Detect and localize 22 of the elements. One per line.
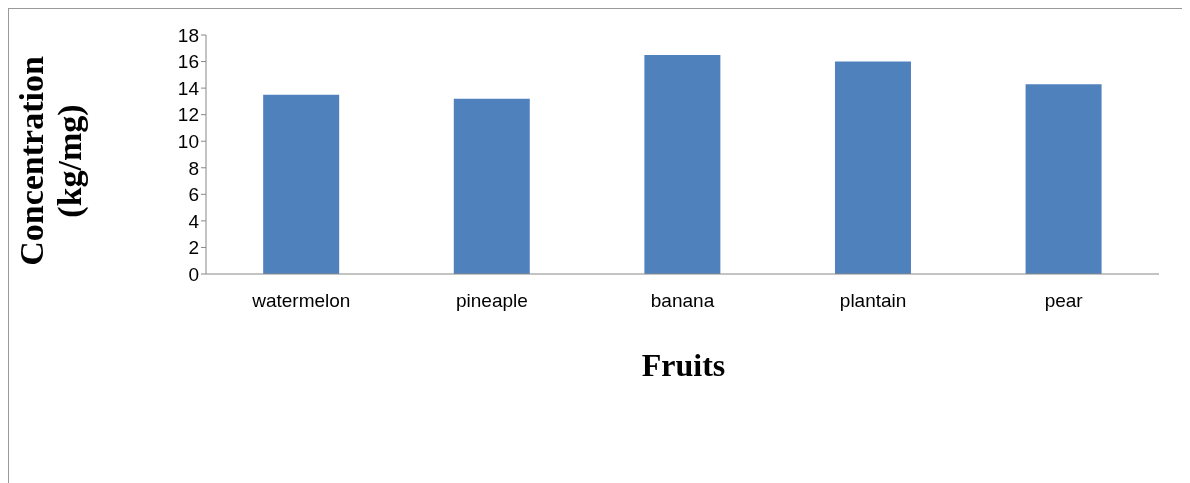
- y-tick-label: 0: [188, 263, 199, 285]
- bar: [1025, 84, 1102, 274]
- y-tick-label: 8: [188, 157, 199, 179]
- y-axis-title: Concentration (kg/mg): [13, 55, 89, 268]
- x-tick-label: pineaple: [455, 290, 528, 312]
- bar: [834, 61, 911, 274]
- x-tick-label: pear: [1044, 290, 1084, 312]
- y-tick-label: 6: [188, 184, 199, 206]
- y-tick-label: 2: [188, 237, 199, 259]
- y-tick-label: 14: [177, 77, 200, 99]
- y-tick-label: 16: [177, 51, 199, 73]
- y-tick-label: 12: [177, 104, 199, 126]
- x-tick-label: watermelon: [251, 290, 351, 312]
- bar: [263, 94, 340, 274]
- bar: [453, 98, 530, 274]
- x-tick-label: banana: [650, 290, 715, 312]
- y-tick-label: 18: [177, 24, 199, 46]
- x-axis-title: Fruits: [640, 347, 727, 384]
- y-tick-label: 4: [188, 210, 200, 232]
- x-tick-label: plantain: [839, 290, 907, 312]
- y-tick-label: 10: [177, 130, 199, 152]
- bar: [644, 54, 721, 274]
